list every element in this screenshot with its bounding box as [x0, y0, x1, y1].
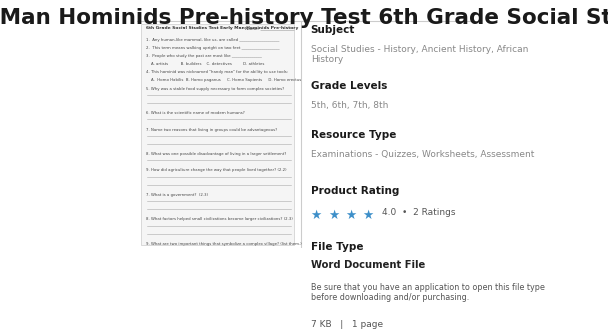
- Text: 9. How did agriculture change the way that people lived together? (2.2): 9. How did agriculture change the way th…: [146, 168, 286, 172]
- FancyBboxPatch shape: [141, 24, 294, 245]
- Text: ★: ★: [345, 209, 356, 221]
- Text: 4.0  •  2 Ratings: 4.0 • 2 Ratings: [382, 209, 455, 217]
- Text: A. artists          B. builders    C. detectives         D. athletes: A. artists B. builders C. detectives D. …: [146, 62, 264, 66]
- Text: 3.  People who study the past are most like _______________: 3. People who study the past are most li…: [146, 54, 261, 58]
- Text: ★: ★: [362, 209, 374, 221]
- Text: 1.  Any human-like mammal, like us, are called ____________________: 1. Any human-like mammal, like us, are c…: [146, 38, 279, 42]
- Text: Early Man Hominids Pre-history Test 6th Grade Social Studies: Early Man Hominids Pre-history Test 6th …: [0, 8, 608, 28]
- Text: Name: _______________: Name: _______________: [244, 26, 294, 30]
- Text: A.  Homo Habilis  B. Homo paganus     C. Homo Sapients     D. Homo erectus: A. Homo Habilis B. Homo paganus C. Homo …: [146, 78, 301, 82]
- Text: Be sure that you have an application to open this file type
before downloading a: Be sure that you have an application to …: [311, 283, 545, 302]
- Text: 6. What is the scientific name of modern humans?: 6. What is the scientific name of modern…: [146, 111, 244, 115]
- Text: Subject: Subject: [311, 25, 355, 35]
- Text: 6th Grade Social Studies Test Early Man Hominids Pre-history: 6th Grade Social Studies Test Early Man …: [146, 26, 298, 30]
- Text: 8. What factors helped small civilizations become larger civilizations? (2.3): 8. What factors helped small civilizatio…: [146, 217, 292, 221]
- Text: 5th, 6th, 7th, 8th: 5th, 6th, 7th, 8th: [311, 101, 388, 110]
- Text: File Type: File Type: [311, 242, 363, 252]
- Text: Product Rating: Product Rating: [311, 186, 399, 196]
- Text: 7. Name two reasons that living in groups could be advantageous?: 7. Name two reasons that living in group…: [146, 127, 277, 131]
- Text: 5. Why was a stable food supply necessary to form complex societies?: 5. Why was a stable food supply necessar…: [146, 87, 284, 91]
- Text: Resource Type: Resource Type: [311, 130, 396, 140]
- Text: 2.  This term means walking upright on two feet ___________________: 2. This term means walking upright on tw…: [146, 46, 280, 50]
- Text: 4. This hominid was nicknamed "handy man" for the ability to use tools:: 4. This hominid was nicknamed "handy man…: [146, 70, 288, 74]
- Text: ★: ★: [328, 209, 339, 221]
- Text: ★: ★: [311, 209, 322, 221]
- Text: Examinations - Quizzes, Worksheets, Assessment: Examinations - Quizzes, Worksheets, Asse…: [311, 150, 534, 159]
- Text: 9. What are two important things that symbolize a complex village? (list them.): 9. What are two important things that sy…: [146, 242, 302, 246]
- Text: Grade Levels: Grade Levels: [311, 81, 387, 91]
- Text: 7 KB   |   1 page: 7 KB | 1 page: [311, 320, 383, 329]
- Text: Word Document File: Word Document File: [311, 260, 425, 270]
- Text: 8. What was one possible disadvantage of living in a larger settlement?: 8. What was one possible disadvantage of…: [146, 152, 286, 156]
- Text: 7. What is a government?  (2.3): 7. What is a government? (2.3): [146, 193, 208, 197]
- Text: Social Studies - History, Ancient History, African
History: Social Studies - History, Ancient Histor…: [311, 45, 528, 65]
